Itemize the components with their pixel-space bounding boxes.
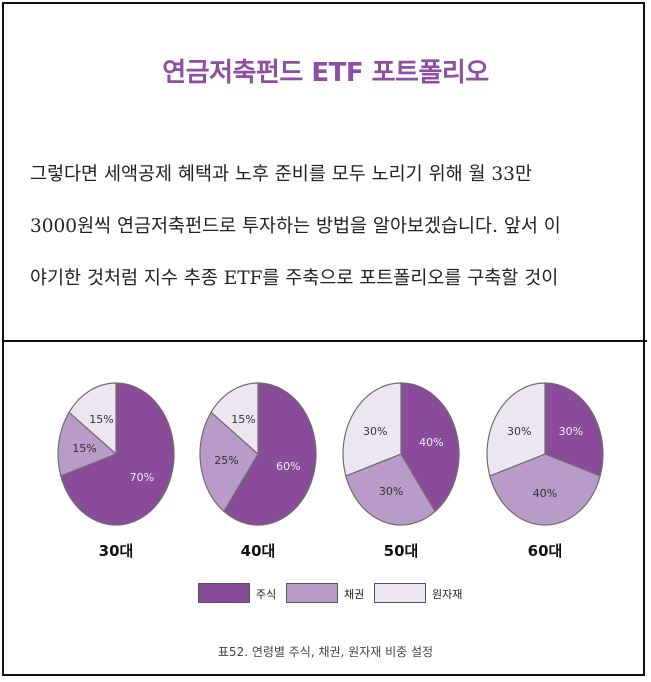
pie-label-40대-commodity: 15% (231, 413, 255, 426)
age-label-30: 30대 (98, 542, 134, 560)
pie-label-40대-stock: 60% (276, 460, 300, 473)
pie-label-50대-bond: 30% (379, 485, 403, 498)
legend-label-stock: 주식 (256, 588, 277, 601)
body-text-line-2: 3000원씩 연금저축펀드로 투자하는 방법을 알아보겠습니다. 앞서 이 (30, 216, 561, 237)
legend-swatch-bond (286, 583, 338, 603)
age-label-50: 50대 (383, 542, 419, 560)
pie-label-60대-commodity: 30% (507, 425, 531, 438)
pie-slice-40대-bond (199, 411, 259, 513)
pie-label-60대-stock: 30% (559, 425, 583, 438)
figure-caption: 표52. 연령별 주식, 채권, 원자재 비중 설정 (217, 645, 434, 659)
pie-slice-50대-commodity (342, 382, 402, 477)
pie-charts-svg: 70% 15% 15% 60% 25% 15% 40% 30% 30% 30% 40% 30% (57, 382, 604, 526)
pie-slice-60대-commodity (486, 382, 546, 477)
pie-label-30대-commodity: 15% (89, 413, 113, 426)
pie-label-50대-commodity: 30% (363, 425, 387, 438)
body-text-line-3: 야기한 것처럼 지수 추종 ETF를 주축으로 포트폴리오를 구축할 것이 (30, 268, 559, 289)
pie-label-40대-bond: 25% (214, 454, 238, 467)
pie-label-30대-stock: 70% (130, 471, 154, 484)
pie-slice-30대-bond (57, 411, 118, 477)
age-label-40: 40대 (240, 542, 276, 560)
pie-label-30대-bond: 15% (72, 442, 96, 455)
pie-slice-50대-stock (400, 382, 460, 513)
page-title: 연금저축펀드 ETF 포트폴리오 (162, 58, 489, 88)
page-frame (2, 2, 645, 676)
pie-slice-60대-bond (489, 453, 601, 526)
pie-slice-30대-commodity (68, 382, 117, 456)
pie-chart-group: 70% 15% 15% 60% 25% 15% 40% 30% 30% 30% 40% 30% 30대… (0, 370, 651, 630)
legend-swatch-commodity (374, 583, 426, 603)
legend-label-bond: 채권 (344, 588, 365, 601)
pie-label-60대-bond: 40% (533, 487, 557, 500)
age-label-60: 60대 (527, 542, 563, 560)
pie-slice-60대-stock (544, 382, 604, 477)
pie-slice-40대-commodity (210, 382, 259, 456)
body-text-line-1: 그렇다면 세액공제 혜택과 노후 준비를 모두 노리기 위해 월 33만 (30, 164, 532, 185)
legend-swatch-stock (198, 583, 250, 603)
section-divider (2, 340, 647, 342)
pie-slice-40대-stock (223, 382, 317, 526)
chart-legend: 주식 채권 원자재 (0, 583, 651, 607)
legend-label-commodity: 원자재 (432, 588, 463, 601)
pie-slice-50대-bond (345, 453, 436, 526)
pie-label-50대-stock: 40% (419, 436, 443, 449)
pie-slice-30대-stock (60, 382, 175, 526)
